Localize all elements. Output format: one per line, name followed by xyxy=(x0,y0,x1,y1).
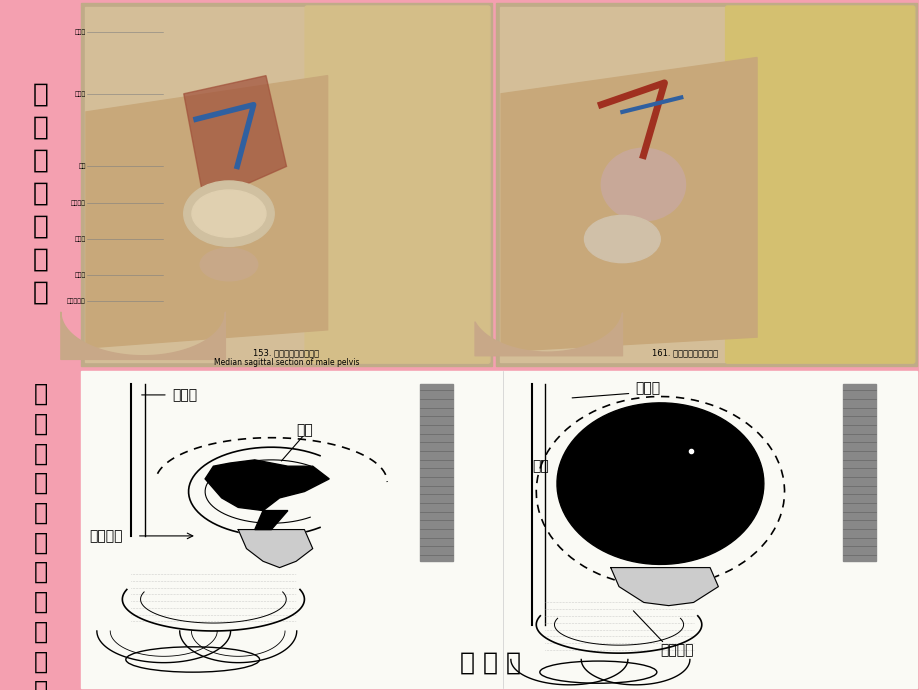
Text: 161. 女性骨盆正中矢状断: 161. 女性骨盆正中矢状断 xyxy=(652,348,718,357)
Ellipse shape xyxy=(200,248,257,281)
Text: 153. 男性骨盆正中矢状断: 153. 男性骨盆正中矢状断 xyxy=(254,348,319,357)
Text: Median sagittal section of male pelvis: Median sagittal section of male pelvis xyxy=(213,358,359,367)
Ellipse shape xyxy=(601,148,685,221)
Polygon shape xyxy=(184,76,286,203)
Text: 膀胱: 膀胱 xyxy=(296,423,312,437)
FancyBboxPatch shape xyxy=(725,6,913,363)
Polygon shape xyxy=(842,384,875,561)
Polygon shape xyxy=(556,403,763,564)
Text: 耻骨联合: 耻骨联合 xyxy=(71,200,85,206)
Text: 尿道海绵体: 尿道海绵体 xyxy=(67,298,85,304)
Text: 膀
胱
空
虚
及
充
盈
时
的
位
置
变
化: 膀 胱 空 虚 及 充 盈 时 的 位 置 变 化 xyxy=(33,382,48,690)
Text: 输精管: 输精管 xyxy=(74,91,85,97)
Ellipse shape xyxy=(184,181,274,246)
Ellipse shape xyxy=(584,215,660,263)
Text: 🐥 🐥 🐥: 🐥 🐥 🐥 xyxy=(460,651,520,675)
Ellipse shape xyxy=(192,190,266,237)
FancyBboxPatch shape xyxy=(305,6,490,363)
Text: 膀
胱
位
置
与
毗
邻: 膀 胱 位 置 与 毗 邻 xyxy=(32,81,49,305)
Bar xyxy=(85,7,488,362)
Text: 前列腺: 前列腺 xyxy=(74,236,85,241)
Text: 耻骨联合: 耻骨联合 xyxy=(660,643,693,657)
Bar xyxy=(500,7,912,362)
Polygon shape xyxy=(238,530,312,568)
Text: 膀胱: 膀胱 xyxy=(531,460,549,473)
Polygon shape xyxy=(610,568,718,606)
Text: 壁腹膜: 壁腹膜 xyxy=(172,388,197,402)
Text: 壁腹膜: 壁腹膜 xyxy=(635,382,660,395)
Bar xyxy=(81,3,492,366)
Polygon shape xyxy=(420,384,453,561)
Text: 耻骨联合: 耻骨联合 xyxy=(89,529,122,543)
Text: 输尿管: 输尿管 xyxy=(74,29,85,35)
Polygon shape xyxy=(205,460,329,530)
Bar xyxy=(81,371,916,688)
Polygon shape xyxy=(85,76,327,348)
Text: 膀胱: 膀胱 xyxy=(78,164,85,169)
Polygon shape xyxy=(501,57,756,352)
Text: 悬韧带: 悬韧带 xyxy=(74,273,85,278)
Bar xyxy=(495,3,916,366)
